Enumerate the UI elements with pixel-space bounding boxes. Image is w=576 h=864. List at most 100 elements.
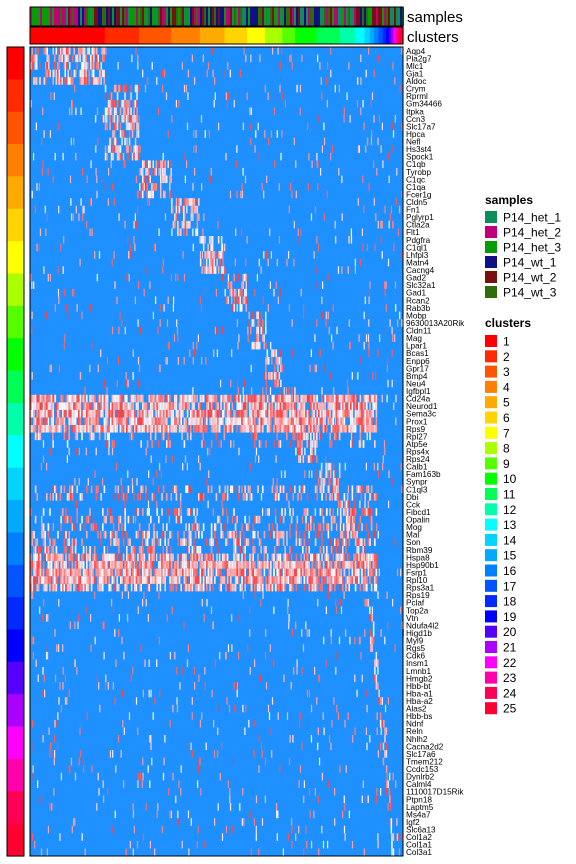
heat-cell [284,583,286,592]
sample-block [132,7,134,26]
heat-cell [170,402,173,410]
heat-cell [142,508,144,516]
heat-cell [249,576,251,584]
heat-cell [362,394,365,403]
heat-cell [378,470,380,478]
heat-cell [295,417,298,426]
heat-cell [274,583,277,592]
heat-cell [354,530,357,539]
heat-cell [158,515,160,524]
heat-cell [234,546,237,554]
heat-cell [212,508,214,516]
heat-cell [202,288,205,297]
heat-cell [33,402,35,410]
heat-cell [97,568,99,577]
heat-cell [357,372,359,380]
heat-cell [265,341,267,350]
heat-cell [254,417,256,426]
heat-cell [353,417,355,426]
heat-cell [334,538,336,546]
heat-cell [190,198,193,206]
heat-cell [337,478,339,486]
heat-cell [148,508,150,516]
heat-cell [124,425,126,433]
heat-cell [319,432,322,441]
heat-cell [69,175,72,184]
heat-cell [175,583,178,592]
heat-cell [72,77,74,85]
heat-cell [332,409,334,418]
heat-cell [126,583,128,592]
heat-cell [32,765,34,773]
heat-cell [84,523,86,531]
heat-cell [86,409,88,418]
heat-cell [258,440,261,448]
heat-cell [36,394,38,403]
heat-cell [325,311,327,320]
heat-cell [275,372,277,380]
heat-cell [78,402,80,410]
heat-cell [284,576,286,584]
heat-cell [186,160,188,168]
heat-cell [203,266,205,274]
heat-cell [343,115,345,123]
heat-cell [214,251,217,259]
heat-cell [108,576,110,584]
heat-cell [210,425,213,433]
heat-cell [43,77,45,85]
heat-cell [119,402,122,410]
heat-cell [293,220,295,229]
heat-cell [241,190,244,199]
heat-cell [152,183,154,191]
heat-cell [132,553,134,562]
heat-cell [225,394,227,403]
heat-cell [104,145,107,153]
heat-cell [181,840,183,849]
heat-cell [166,530,168,539]
heat-cell [307,183,309,191]
heat-cell [276,538,278,546]
heat-cell [260,409,262,418]
heat-cell [342,538,344,546]
heat-cell [76,304,78,312]
heat-cell [230,409,232,418]
heat-cell [309,364,311,373]
heat-cell [63,425,66,433]
heat-cell [130,515,132,524]
heat-cell [178,205,181,214]
heat-cell [298,530,301,539]
heat-cell [60,523,62,531]
heat-cell [169,190,171,199]
heat-cell [145,417,147,426]
heat-cell [203,213,205,221]
heat-cell [369,561,371,569]
heat-cell [111,561,114,569]
heat-cell [284,470,286,478]
heat-cell [95,417,98,426]
heat-cell [281,583,283,592]
heat-cell [104,432,106,441]
heat-cell [331,485,333,494]
sample-block [172,7,174,26]
heat-cell [241,485,243,494]
heat-cell [217,803,219,811]
heat-cell [185,394,187,403]
heat-cell [350,402,352,410]
heat-cell [370,568,373,577]
heat-cell [201,553,203,562]
heat-cell [184,152,186,161]
heat-cell [204,130,206,138]
heat-cell [140,561,142,569]
heat-cell [148,576,150,584]
heat-cell [132,810,135,819]
heat-cell [222,576,224,584]
heat-cell [95,523,98,531]
heat-cell [254,591,256,599]
heat-cell [158,228,160,237]
heat-cell [128,712,131,720]
heat-cell [190,508,192,516]
heat-cell [62,568,64,577]
heat-cell [277,47,279,55]
heat-cell [207,500,209,509]
heat-cell [121,115,123,123]
